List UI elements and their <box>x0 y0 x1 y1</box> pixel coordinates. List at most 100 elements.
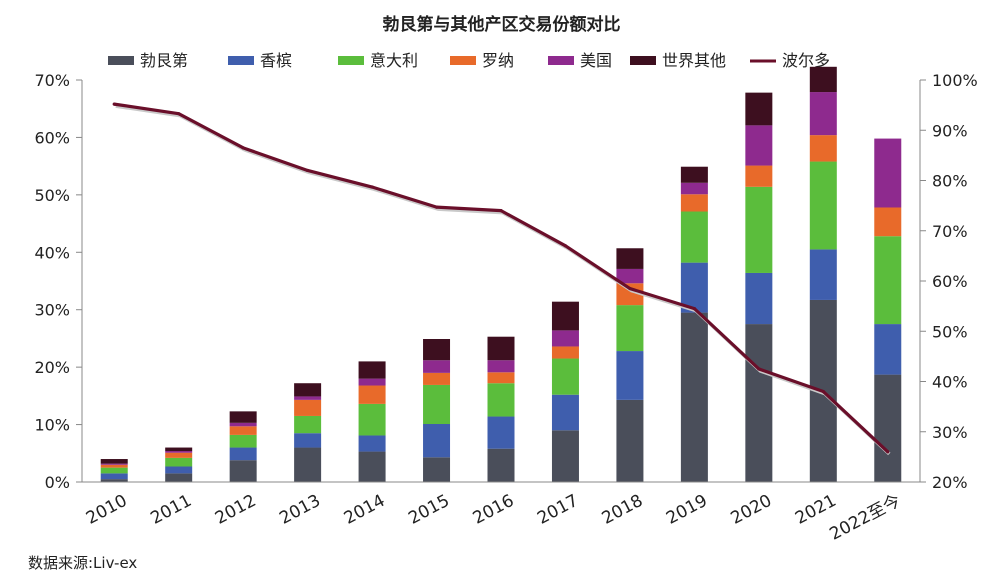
bar-segment <box>100 464 128 468</box>
bar-segment <box>551 394 579 431</box>
line-point <box>821 389 825 394</box>
y-left-tick-label: 10% <box>34 416 70 435</box>
bar-segment <box>745 324 773 482</box>
legend-swatch <box>108 56 134 65</box>
bar-segment <box>358 385 386 404</box>
y-right-tick-label: 30% <box>932 423 968 442</box>
bar-segment <box>680 182 708 195</box>
bar-segment <box>294 447 322 482</box>
x-tick-label: 2013 <box>276 491 324 529</box>
y-right-tick-label: 50% <box>932 322 968 341</box>
bar-segment <box>551 358 579 395</box>
y-right-tick-label: 20% <box>932 473 968 492</box>
bar-segment <box>680 211 708 263</box>
bar-segment <box>616 351 644 400</box>
x-tick-label: 2010 <box>83 491 131 529</box>
bar-segment <box>165 473 193 482</box>
bar-segment <box>294 433 322 448</box>
line-point <box>177 112 181 116</box>
x-tick-label: 2012 <box>212 491 260 529</box>
bar-segment <box>616 283 644 306</box>
y-right-tick-label: 40% <box>932 373 968 392</box>
x-tick-label: 2015 <box>405 491 453 529</box>
bar-segment <box>616 305 644 352</box>
bar-segment <box>358 451 386 482</box>
y-right-tick-label: 100% <box>932 71 978 90</box>
bar-segment <box>616 399 644 482</box>
bar-segment <box>551 301 579 331</box>
bar-segment <box>680 166 708 183</box>
bar-segment <box>358 435 386 452</box>
bar-segment <box>423 372 451 385</box>
x-axis: 2010 2011 2012 2013 2014 2015 2016 2017 2018 2019… <box>82 481 920 545</box>
line-point <box>370 185 374 189</box>
bar-segment <box>487 383 515 417</box>
bar-segment <box>165 452 193 458</box>
bar-segment <box>874 138 902 208</box>
bar-segment <box>745 165 773 187</box>
source-note: 数据来源:Liv-ex <box>28 554 138 572</box>
x-tick-label: 2019 <box>663 491 711 529</box>
bar-segment <box>423 360 451 373</box>
bar-segment <box>616 268 644 284</box>
bar-segment <box>874 324 902 375</box>
y-right-tick-label: 70% <box>932 222 968 241</box>
x-tick-label: 2011 <box>147 491 195 529</box>
bar-segment <box>809 135 837 162</box>
line-point <box>628 286 632 291</box>
bar-segment <box>165 457 193 467</box>
y-left-tick-label: 40% <box>34 243 70 262</box>
bar-segment <box>745 92 773 126</box>
legend-swatch <box>450 56 476 65</box>
x-tick-label: 2018 <box>599 491 647 529</box>
bar-segment <box>229 434 257 448</box>
line-point <box>757 367 761 371</box>
line-point <box>306 168 310 173</box>
y-right-tick-label: 60% <box>932 272 968 291</box>
bar-segment <box>229 426 257 435</box>
bar-segment <box>294 396 322 400</box>
legend-label: 世界其他 <box>662 51 726 70</box>
legend-label: 波尔多 <box>782 51 830 70</box>
bar-segment <box>165 450 193 453</box>
legend-swatch <box>630 56 656 65</box>
line-point <box>692 307 696 311</box>
legend-label: 勃艮第 <box>140 51 188 70</box>
bar-segment <box>423 457 451 482</box>
bar-segment <box>100 473 128 480</box>
bar-segment <box>809 66 837 93</box>
line-point <box>241 146 245 150</box>
bar-segment <box>423 423 451 458</box>
bar-segment <box>229 422 257 427</box>
bar-segment <box>745 272 773 325</box>
bordeaux-line <box>112 102 891 456</box>
bar-segment <box>165 466 193 474</box>
bar-segment <box>229 411 257 423</box>
legend-swatch <box>338 56 364 65</box>
line-point <box>434 205 439 209</box>
bar-segment <box>100 463 128 465</box>
bar-segment <box>423 384 451 424</box>
bar-segment <box>680 312 708 482</box>
legend-label: 美国 <box>580 51 612 70</box>
bar-segment <box>874 374 902 482</box>
x-tick-label: 2022至今 <box>827 491 905 545</box>
bar-segment <box>423 339 451 361</box>
bar-segment <box>229 460 257 482</box>
bar-segment <box>165 447 193 451</box>
y-axis-left: 0% 10% 20% 30% 40% 50% 60% 70% <box>34 71 83 492</box>
y-left-tick-label: 30% <box>34 301 70 320</box>
bar-segment <box>294 415 322 434</box>
y-left-tick-label: 0% <box>45 473 70 492</box>
bar-segment <box>358 361 386 379</box>
legend-swatch <box>548 56 574 65</box>
y-right-tick-label: 80% <box>932 172 968 191</box>
bar-segment <box>487 448 515 482</box>
bar-segment <box>358 378 386 386</box>
y-left-tick-label: 50% <box>34 186 70 205</box>
bar-segment <box>809 92 837 136</box>
bar-segment <box>229 447 257 461</box>
bar-segment <box>294 399 322 416</box>
y-left-tick-label: 60% <box>34 128 70 147</box>
